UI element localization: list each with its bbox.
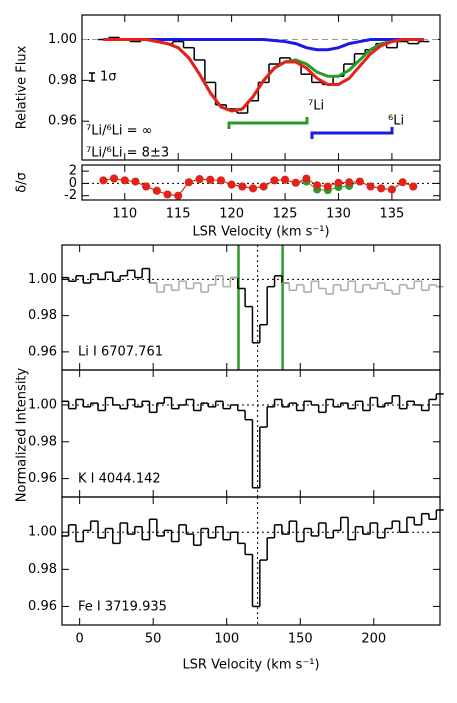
point	[248, 184, 257, 193]
x-tick-label: 120	[219, 207, 244, 222]
annotation: 1σ	[100, 70, 117, 85]
y-tick-label: 0.98	[28, 308, 57, 323]
x-tick-label: 150	[288, 632, 313, 647]
error-bar-icon	[89, 72, 95, 82]
y-tick-label: 2	[69, 164, 77, 179]
point	[345, 178, 354, 187]
y-tick-label: 0	[69, 176, 77, 191]
x-tick-label: 110	[112, 207, 137, 222]
point	[195, 175, 204, 184]
plot-frame	[61, 496, 441, 626]
y-tick-label: 0.96	[28, 471, 57, 486]
point	[163, 190, 172, 199]
y-tick-label: 1.00	[28, 525, 57, 540]
x-tick-label: 50	[145, 632, 162, 647]
y-tick-label: 0.96	[28, 344, 57, 359]
panel-label: Li I 6707.761	[78, 345, 163, 360]
li7-bracket	[227, 117, 309, 129]
y-axis-title: Relative Flux	[15, 45, 30, 129]
li6-bracket	[310, 127, 394, 139]
point	[206, 175, 215, 184]
annotation: ⁷Li/⁶Li = 8±3	[86, 146, 169, 161]
y-axis-title: δ/σ	[15, 172, 30, 193]
y-tick-label: 0.98	[48, 73, 77, 88]
point	[216, 176, 225, 185]
y-tick-label: 1.00	[28, 272, 57, 287]
point	[366, 182, 375, 191]
point	[99, 176, 108, 185]
y-tick-label: 0.98	[28, 434, 57, 449]
y-axis-title: Normalized Intensity	[15, 367, 30, 502]
point	[398, 178, 407, 187]
annotation: ⁷Li/⁶Li = ∞	[86, 124, 153, 139]
x-tick-label: 200	[361, 632, 386, 647]
point	[377, 184, 386, 193]
point	[120, 176, 129, 185]
x-tick-label: 130	[326, 207, 351, 222]
point	[291, 178, 300, 187]
x-tick-label: 115	[166, 207, 191, 222]
point	[227, 180, 236, 189]
point	[110, 174, 119, 183]
x-axis-title: LSR Velocity (km s⁻¹)	[182, 658, 319, 673]
y-tick-label: 1.00	[28, 397, 57, 412]
y-tick-label: 0.98	[28, 562, 57, 577]
y-tick-label: 0.96	[28, 599, 57, 614]
point	[238, 182, 247, 191]
panel-label: Fe I 3719.935	[78, 600, 167, 615]
annotation: ⁶Li	[388, 114, 404, 129]
point	[281, 175, 290, 184]
x-tick-label: 125	[273, 207, 298, 222]
point	[174, 191, 183, 200]
x-tick-label: 100	[214, 632, 239, 647]
annotation: ⁷Li	[308, 99, 324, 114]
point	[270, 176, 279, 185]
point	[355, 177, 364, 186]
point	[313, 181, 322, 190]
y-tick-label: 1.00	[48, 32, 77, 47]
point	[302, 174, 311, 183]
model-line	[103, 38, 424, 113]
x-axis-title: LSR Velocity (km s⁻¹)	[192, 225, 329, 240]
point	[259, 182, 268, 191]
point	[409, 182, 418, 191]
x-tick-label: 135	[379, 207, 404, 222]
y-tick-label: -2	[64, 188, 77, 203]
plot-frame	[81, 164, 441, 201]
point	[334, 178, 343, 187]
point	[387, 185, 396, 194]
y-tick-label: 0.96	[48, 114, 77, 129]
point	[142, 182, 151, 191]
point	[323, 182, 332, 191]
panel-label: K I 4044.142	[78, 472, 161, 487]
point	[152, 186, 161, 195]
point	[184, 178, 193, 187]
plot-frame	[81, 14, 441, 161]
model-line	[103, 38, 424, 52]
point	[131, 177, 140, 186]
x-tick-label: 0	[76, 632, 84, 647]
